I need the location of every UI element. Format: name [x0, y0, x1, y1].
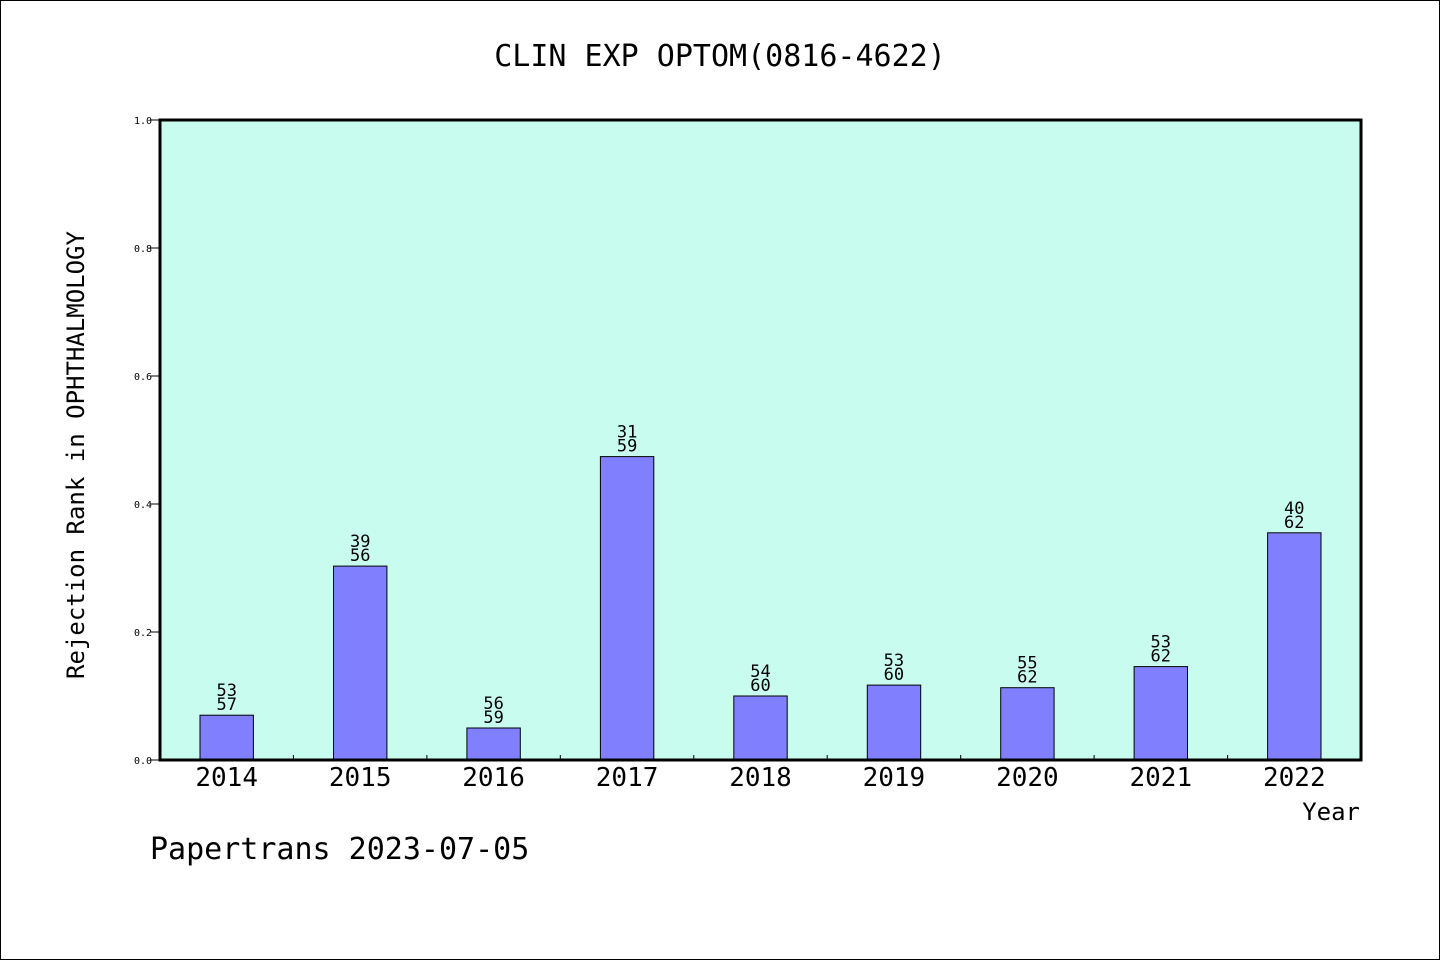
- x-tick-label-2019: 2019: [863, 763, 926, 793]
- data-label-bottom-2016: 59: [483, 708, 503, 728]
- x-tick-label-2022: 2022: [1263, 763, 1326, 793]
- data-label-top-2015: 39: [350, 532, 370, 552]
- y-tick-label-0.6: 0.6: [134, 372, 152, 383]
- data-label-top-2020: 55: [1017, 654, 1037, 674]
- plot-border: [158, 118, 1363, 762]
- bar-2015: [333, 565, 388, 761]
- data-label-top-2021: 53: [1151, 633, 1171, 653]
- bar-2014: [199, 714, 254, 761]
- y-axis-label: Rejection Rank in OPHTHALMOLOGY: [62, 230, 90, 678]
- bar-2018: [733, 695, 788, 761]
- x-tick-label-2015: 2015: [329, 763, 392, 793]
- x-tick-label-2016: 2016: [462, 763, 525, 793]
- y-tick-label-0.2: 0.2: [134, 628, 152, 639]
- bar-2020: [1000, 687, 1055, 761]
- data-label-bottom-2014: 57: [216, 695, 236, 715]
- data-label-top-2019: 53: [884, 651, 904, 671]
- x-axis-label: Year: [1302, 798, 1360, 826]
- data-label-bottom-2019: 60: [884, 665, 904, 685]
- chart-title: CLIN EXP OPTOM(0816-4622): [494, 39, 946, 74]
- data-label-bottom-2020: 62: [1017, 668, 1037, 688]
- x-tick-label-2021: 2021: [1129, 763, 1192, 793]
- data-label-top-2016: 56: [483, 694, 503, 714]
- x-tick-label-2014: 2014: [195, 763, 258, 793]
- data-label-bottom-2017: 59: [617, 437, 637, 457]
- bar-2021: [1133, 666, 1188, 761]
- data-label-top-2018: 54: [750, 662, 770, 682]
- y-tick-label-0.8: 0.8: [134, 244, 152, 255]
- footer-watermark: Papertrans 2023-07-05: [150, 832, 530, 867]
- data-label-bottom-2022: 62: [1284, 513, 1304, 533]
- data-label-top-2017: 31: [617, 423, 637, 443]
- x-tick-label-2020: 2020: [996, 763, 1059, 793]
- bar-2017: [599, 456, 655, 761]
- data-label-top-2022: 40: [1284, 499, 1304, 519]
- data-label-bottom-2018: 60: [750, 676, 770, 696]
- data-label-bottom-2021: 62: [1151, 647, 1171, 667]
- ticks-group: 2014 2015 2016 2017 2018 2019 2020 2021 2022 0.0 0…: [134, 116, 1326, 793]
- y-tick-label-0.0: 0.0: [134, 756, 152, 767]
- x-tick-label-2018: 2018: [729, 763, 792, 793]
- bar-2019: [866, 684, 922, 761]
- bar-2016: [466, 727, 521, 761]
- data-label-top-2014: 53: [216, 681, 236, 701]
- x-tick-label-2017: 2017: [596, 763, 659, 793]
- y-tick-label-1.0: 1.0: [134, 116, 152, 127]
- bar-2022: [1267, 532, 1322, 761]
- y-tick-label-0.4: 0.4: [134, 500, 152, 511]
- data-label-bottom-2015: 56: [350, 546, 370, 566]
